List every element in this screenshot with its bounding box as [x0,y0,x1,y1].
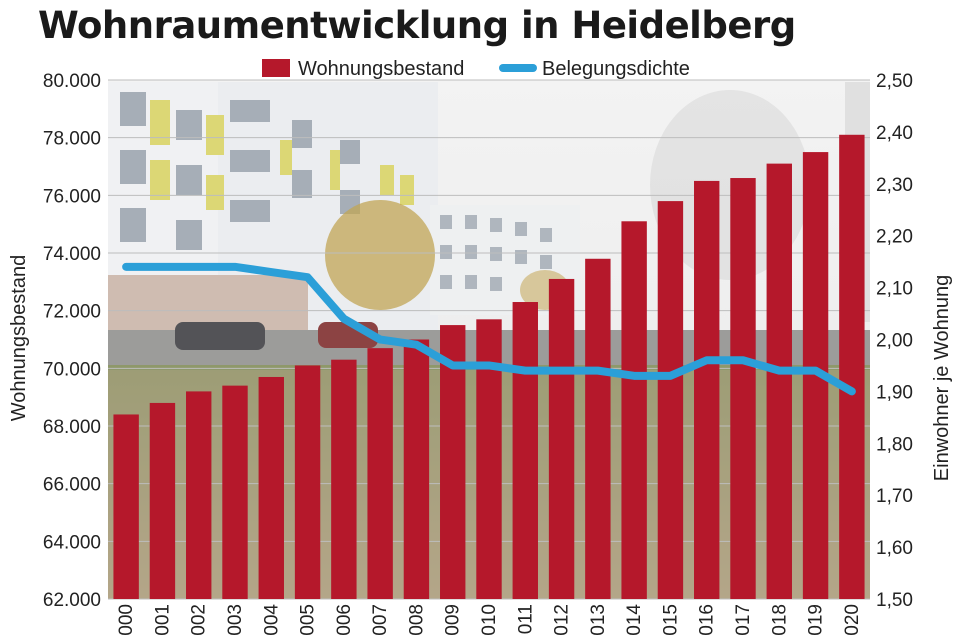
bar-2018 [766,163,792,599]
legend-swatch-wohnungsbestand [262,59,290,77]
left-tick-label: 66.000 [43,475,101,496]
left-tick-label: 64.000 [43,532,101,553]
bar-2014 [621,221,647,600]
bar-2009 [440,325,466,599]
left-tick-label: 76.000 [43,186,101,207]
x-tick-label: 017 [733,604,754,636]
x-tick-label: 015 [660,604,681,636]
right-tick-label: 1,80 [876,434,913,455]
line-point-2008 [415,344,417,346]
x-tick-label: 009 [443,604,464,636]
bar-2007 [367,348,393,599]
right-tick-label: 2,10 [876,279,913,300]
legend: Wohnungsbestand Belegungsdichte [262,58,690,80]
left-tick-label: 74.000 [43,244,101,265]
line-point-2018 [778,370,780,372]
left-tick-label: 68.000 [43,417,101,438]
bar-2006 [331,359,357,599]
bar-2003 [222,385,248,599]
right-axis-label: Einwohner je Wohnung [931,275,953,481]
x-tick-label: 002 [189,604,210,636]
line-point-2019 [815,370,817,372]
line-point-2015 [669,375,671,377]
x-tick-label: 019 [806,604,827,636]
x-tick-label: 018 [769,604,790,636]
x-tick-label: 004 [261,604,282,636]
left-axis-ticks: 62.000 64.000 66.000 68.000 70.000 72.000 74.0… [43,71,101,611]
right-tick-label: 2,40 [876,123,913,144]
x-tick-label: 008 [406,604,427,636]
right-tick-label: 1,60 [876,538,913,559]
legend-label-belegungsdichte: Belegungsdichte [542,58,690,80]
bar-2010 [476,319,502,599]
x-tick-label: 006 [334,604,355,636]
x-tick-label: 003 [225,604,246,636]
x-tick-label: 013 [588,604,609,636]
x-tick-label: 011 [515,604,536,634]
line-point-2014 [633,375,635,377]
bar-2005 [294,365,321,599]
right-tick-label: 2,50 [876,71,913,92]
line-point-2020 [851,390,853,392]
legend-label-wohnungsbestand: Wohnungsbestand [298,58,464,80]
right-tick-label: 1,50 [876,590,913,611]
bar-2015 [657,201,684,599]
bar-2001 [149,402,176,599]
right-tick-label: 2,30 [876,175,913,196]
left-axis-label: Wohnungsbestand [8,255,30,421]
line-point-2013 [597,370,599,372]
line-point-2017 [742,359,744,361]
x-axis-ticks: 000 001 002 003 004 005 006 007 008 009 010 011 012 0… [116,604,863,636]
left-tick-label: 70.000 [43,359,101,380]
left-tick-label: 62.000 [43,590,101,611]
x-tick-label: 001 [152,604,173,636]
line-point-2012 [561,370,563,372]
bar-2012 [548,278,575,599]
x-tick-label: 014 [624,604,645,636]
x-tick-label: 000 [116,604,137,636]
bar-2017 [730,178,756,600]
bar-2000 [113,414,139,599]
x-tick-label: 010 [479,604,500,636]
chart-title: Wohnraumentwicklung in Heidelberg [38,4,796,47]
x-tick-label: 020 [842,604,863,636]
right-tick-label: 1,90 [876,382,913,403]
bar-2004 [258,376,284,599]
line-point-2004 [270,271,272,273]
line-point-2001 [161,266,163,268]
bar-2013 [585,258,611,599]
line-point-2005 [307,276,309,278]
line-point-2011 [524,370,526,372]
line-point-2016 [706,359,708,361]
left-tick-label: 78.000 [43,129,101,150]
bar-2016 [694,180,720,599]
line-belegungsdichte [122,262,856,396]
left-tick-label: 80.000 [43,71,101,92]
line-point-2002 [198,266,200,268]
right-axis-ticks: 1,50 1,60 1,70 1,80 1,90 2,00 2,10 2,20 2,30 2,40… [876,71,913,611]
bar-2020 [839,134,865,600]
x-tick-label: 007 [370,604,391,636]
right-tick-label: 1,70 [876,486,913,507]
bar-2011 [512,302,538,599]
line-point-2007 [379,339,381,340]
bars-wohnungsbestand [113,134,865,600]
right-tick-label: 2,20 [876,227,913,248]
line-point-2009 [452,364,454,366]
left-tick-label: 72.000 [43,302,101,323]
bar-2002 [186,391,212,599]
bar-2008 [403,339,430,599]
line-point-2000 [125,266,127,268]
x-tick-label: 012 [552,604,573,636]
x-tick-label: 016 [697,604,718,636]
line-point-2003 [234,266,236,268]
line-point-2006 [343,318,345,320]
right-tick-label: 2,00 [876,331,913,352]
x-tick-label: 005 [298,604,319,636]
line-point-2010 [488,364,490,366]
